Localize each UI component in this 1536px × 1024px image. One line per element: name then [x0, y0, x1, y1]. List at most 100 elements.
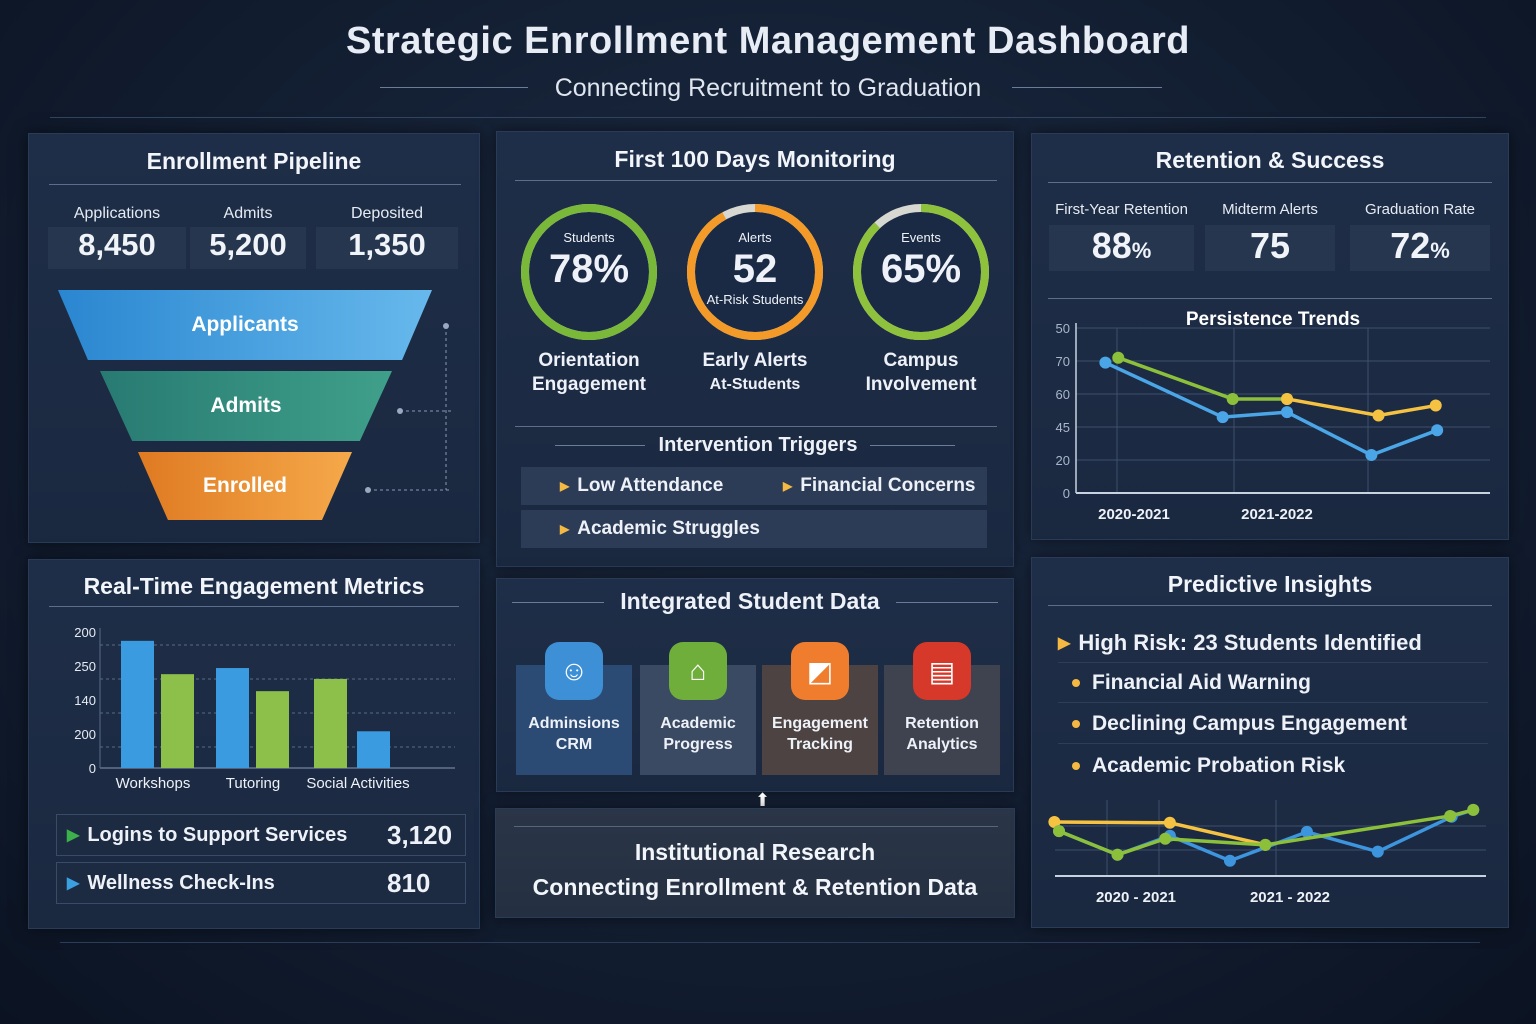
- gauge-top-label: Students: [563, 230, 615, 245]
- series-3-point: [1467, 803, 1480, 816]
- series-1-point: [1216, 411, 1229, 424]
- funnel-stage-admits[interactable]: Admits: [100, 371, 392, 441]
- metric-label: Logins to Support Services: [87, 823, 348, 846]
- report-icon: ▤: [913, 642, 971, 700]
- gauge-ring: [521, 204, 657, 340]
- gauge-value: 65%: [880, 247, 962, 291]
- insight-item[interactable]: Financial Aid Warning: [1058, 663, 1488, 703]
- gauge-top-label: Alerts: [738, 230, 772, 245]
- y-tick-label: 70: [1056, 354, 1070, 369]
- series-3-point: [1159, 832, 1172, 845]
- admits-value: 5,200: [190, 227, 306, 269]
- persistence-trends-chart: Persistence Trends 0 20 45 60 70 50 2020-2021 20…: [1056, 309, 1490, 523]
- value: 72: [1390, 225, 1431, 266]
- trigger-label: Low Attendance: [577, 475, 724, 496]
- y-tick-label: 45: [1056, 420, 1070, 435]
- tile-label-line: Analytics: [906, 736, 978, 753]
- trigger-low-attendance[interactable]: ▶ Low Attendance: [560, 470, 723, 502]
- panel-title: Retention & Success: [1155, 147, 1385, 173]
- metric-value: 3,120: [387, 819, 453, 850]
- gauge-value: 52: [732, 247, 778, 291]
- series-1-point: [1048, 816, 1061, 829]
- series-1-point: [1163, 816, 1176, 829]
- triangle-icon: ▶: [783, 479, 793, 493]
- gauge-bottom-label: [509, 292, 669, 308]
- stat-label: Graduation Rate: [1364, 201, 1476, 218]
- trigger-financial-concerns[interactable]: ▶ Financial Concerns: [783, 470, 976, 502]
- data-source-tile[interactable]: Engagement Tracking: [762, 665, 878, 775]
- funnel-stage-applicants[interactable]: Applicants: [58, 290, 432, 360]
- stat-label: Deposited: [350, 205, 424, 222]
- x-tick-label: 2021-2022: [1241, 506, 1313, 523]
- x-tick-label: 2020-2021: [1098, 506, 1170, 523]
- tile-label-line: Adminsions: [528, 715, 620, 732]
- divider: [896, 602, 998, 603]
- funnel-stage-enrolled[interactable]: Enrolled: [138, 452, 352, 520]
- gauge-caption: Early Alerts: [702, 350, 808, 371]
- panel-title: First 100 Days Monitoring: [614, 146, 896, 172]
- series-3-point: [1372, 409, 1385, 422]
- series-2-line: [1117, 356, 1288, 401]
- triangle-icon: ▶: [1058, 634, 1071, 652]
- people-icon: ☺: [545, 642, 603, 700]
- divider: [870, 445, 955, 446]
- tile-label-line: Tracking: [787, 736, 853, 753]
- tile-label-line: Engagement: [771, 715, 868, 732]
- divider: [555, 445, 645, 446]
- metric-logins-support[interactable]: ▶ Logins to Support Services 3,120: [56, 814, 466, 856]
- series-1-point: [1281, 406, 1294, 419]
- unit: %: [1430, 238, 1450, 263]
- series-2-point: [1223, 854, 1236, 867]
- gauge-caption: Campus: [883, 350, 959, 371]
- value: 88: [1091, 225, 1132, 266]
- insight-item[interactable]: Declining Campus Engagement: [1058, 704, 1488, 744]
- bar-social-activities-series-1: [357, 731, 390, 768]
- gauge-ring: [687, 204, 823, 340]
- metric-wellness-checkins[interactable]: ▶ Wellness Check-Ins 810: [56, 862, 466, 904]
- high-risk-headline[interactable]: ▶ High Risk: 23 Students Identified: [1058, 623, 1488, 663]
- series-2-point: [1112, 351, 1125, 364]
- series-1-point: [1365, 449, 1378, 462]
- gauge-top-label: Events: [901, 230, 941, 245]
- chart-title: Persistence Trends: [1186, 309, 1360, 330]
- arrow-up-icon: ⬆: [755, 790, 771, 810]
- divider: [60, 942, 1480, 943]
- x-tick-label: Tutoring: [226, 775, 280, 792]
- page-title: Strategic Enrollment Management Dashboar…: [346, 20, 1190, 62]
- gauge-fill: [853, 204, 989, 340]
- series-1-point: [1431, 424, 1444, 437]
- bar-tutoring-series-2: [256, 691, 289, 768]
- series-1-line: [1104, 361, 1438, 457]
- building-icon: ⌂: [669, 642, 727, 700]
- series-3-point: [1053, 825, 1065, 838]
- insight-item[interactable]: Academic Probation Risk: [1058, 746, 1488, 786]
- divider: [50, 117, 1486, 118]
- series-2-point: [1226, 392, 1239, 405]
- series-2-point: [1300, 825, 1313, 838]
- midterm-alerts-value: 75: [1205, 225, 1335, 271]
- institutional-research-panel[interactable]: Institutional Research Connecting Enroll…: [495, 808, 1015, 918]
- engagement-bar-chart: 0 200 140 250 200 Workshops Tutoring Social Act…: [74, 625, 455, 792]
- metric-label: Wellness Check-Ins: [87, 871, 275, 894]
- gauge-caption: Engagement: [531, 374, 647, 395]
- predictive-trend-chart: 2020 - 2021 2021 - 2022: [1048, 800, 1486, 906]
- trigger-label: Financial Concerns: [800, 475, 976, 496]
- series-3-point: [1429, 399, 1442, 412]
- x-tick-label: 2021 - 2022: [1250, 889, 1330, 906]
- gauge-bottom-label: At-Risk Students: [706, 292, 804, 307]
- bar-workshops-series-2: [161, 674, 194, 768]
- stat-label: Admits: [223, 205, 273, 222]
- x-tick-label: Social Activities: [306, 775, 409, 792]
- x-tick-label: 2020 - 2021: [1096, 889, 1176, 906]
- tile-label-line: CRM: [555, 736, 593, 753]
- metric-value: 810: [387, 867, 431, 898]
- y-tick-label: 0: [1063, 486, 1070, 501]
- trigger-academic-struggles[interactable]: ▶ Academic Struggles: [521, 510, 987, 548]
- bullet-icon: [1072, 678, 1080, 687]
- series-3-point: [1111, 848, 1124, 861]
- bullet-icon: [1072, 762, 1080, 770]
- gauge-caption: Orientation: [538, 350, 640, 371]
- insight-text: Financial Aid Warning: [1092, 670, 1311, 694]
- chart-icon: ◩: [791, 642, 849, 700]
- research-title: Institutional Research: [634, 839, 876, 865]
